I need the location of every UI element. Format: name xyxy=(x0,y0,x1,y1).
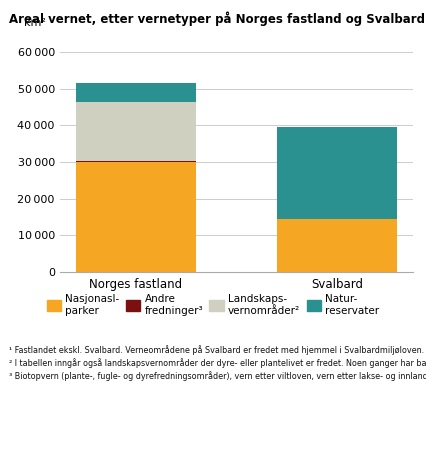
Bar xyxy=(76,83,196,102)
Bar xyxy=(276,219,397,272)
Text: km²: km² xyxy=(24,18,46,28)
Legend: Nasjonasl-
parker, Andre
fredninger³, Landskaps-
vernområder², Natur-
reservater: Nasjonasl- parker, Andre fredninger³, La… xyxy=(46,294,380,316)
Text: ¹ Fastlandet ekskl. Svalbard. Verneområdene på Svalbard er fredet med hjemmel i : ¹ Fastlandet ekskl. Svalbard. Verneområd… xyxy=(9,345,426,381)
Bar xyxy=(276,127,397,219)
Bar xyxy=(76,162,196,272)
Text: Areal vernet, etter vernetyper på Norges fastland og Svalbard. km²: Areal vernet, etter vernetyper på Norges… xyxy=(9,12,426,26)
Bar xyxy=(76,161,196,162)
Bar xyxy=(76,102,196,161)
